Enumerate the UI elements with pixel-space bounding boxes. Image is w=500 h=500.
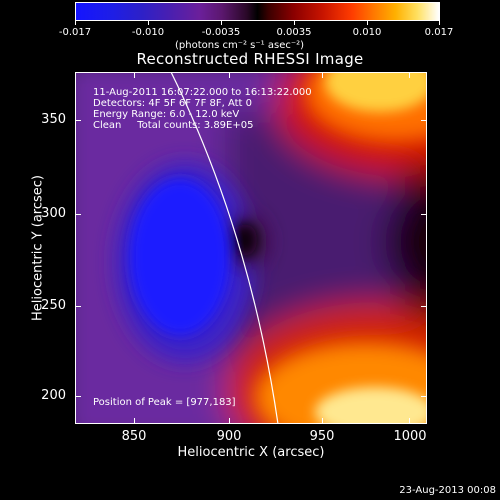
colorbar-tick-label: 0.0035 bbox=[276, 27, 312, 38]
y-axis-title: Heliocentric Y (arcsec) bbox=[30, 175, 46, 321]
info-clean-counts: Clean Total counts: 3.89E+05 bbox=[93, 120, 254, 131]
x-tick bbox=[229, 72, 230, 78]
y-tick-label: 300 bbox=[41, 206, 66, 221]
info-detectors: Detectors: 4F 5F 6F 7F 8F, Att 0 bbox=[93, 98, 253, 109]
x-tick bbox=[409, 72, 410, 78]
plot-frame bbox=[75, 72, 427, 424]
colorbar-tick bbox=[294, 21, 295, 25]
y-tick bbox=[421, 120, 427, 121]
x-tick bbox=[134, 418, 135, 424]
colorbar-tick bbox=[221, 21, 222, 25]
colorbar-tick-label: 0.017 bbox=[424, 27, 454, 38]
x-tick-label: 850 bbox=[121, 429, 147, 444]
x-tick bbox=[134, 72, 135, 78]
x-tick-label: 1000 bbox=[393, 429, 427, 444]
colorbar-tick-label: -0.010 bbox=[131, 27, 165, 38]
peak-position: Position of Peak = [977,183] bbox=[93, 397, 236, 408]
colorbar-tick-label: -0.0035 bbox=[201, 27, 241, 38]
y-tick-label: 200 bbox=[41, 388, 66, 403]
y-tick bbox=[75, 396, 81, 397]
y-tick-label: 350 bbox=[41, 112, 66, 127]
y-tick bbox=[75, 306, 81, 307]
colorbar-tick bbox=[367, 21, 368, 25]
rhessi-image-svg bbox=[75, 72, 427, 424]
rhessi-image bbox=[75, 72, 427, 424]
info-time-range: 11-Aug-2011 16:07:22.000 to 16:13:22.000 bbox=[93, 87, 312, 98]
y-tick bbox=[75, 214, 81, 215]
x-tick bbox=[322, 418, 323, 424]
x-tick bbox=[322, 72, 323, 78]
x-tick bbox=[229, 418, 230, 424]
y-tick-label: 250 bbox=[41, 298, 66, 313]
colorbar-tick-label: -0.017 bbox=[58, 27, 92, 38]
solar-limb-line bbox=[170, 72, 279, 424]
colorbar bbox=[75, 2, 440, 21]
y-tick bbox=[421, 306, 427, 307]
x-tick bbox=[409, 418, 410, 424]
x-tick-label: 900 bbox=[216, 429, 242, 444]
x-axis-title: Heliocentric X (arcsec) bbox=[177, 445, 325, 460]
colorbar-tick bbox=[148, 21, 149, 25]
colorbar-tick-label: 0.010 bbox=[352, 27, 382, 38]
y-tick bbox=[75, 120, 81, 121]
footer-timestamp: 23-Aug-2013 00:08 bbox=[399, 485, 496, 496]
colorbar-tick bbox=[439, 21, 440, 25]
plot-title: Reconstructed RHESSI Image bbox=[136, 50, 364, 68]
x-tick-label: 950 bbox=[309, 429, 335, 444]
y-tick bbox=[421, 396, 427, 397]
colorbar-tick bbox=[75, 21, 76, 25]
info-energy-range: Energy Range: 6.0 - 12.0 keV bbox=[93, 109, 240, 120]
y-tick bbox=[421, 214, 427, 215]
colorbar-units: (photons cm⁻² s⁻¹ asec⁻²) bbox=[175, 40, 305, 51]
